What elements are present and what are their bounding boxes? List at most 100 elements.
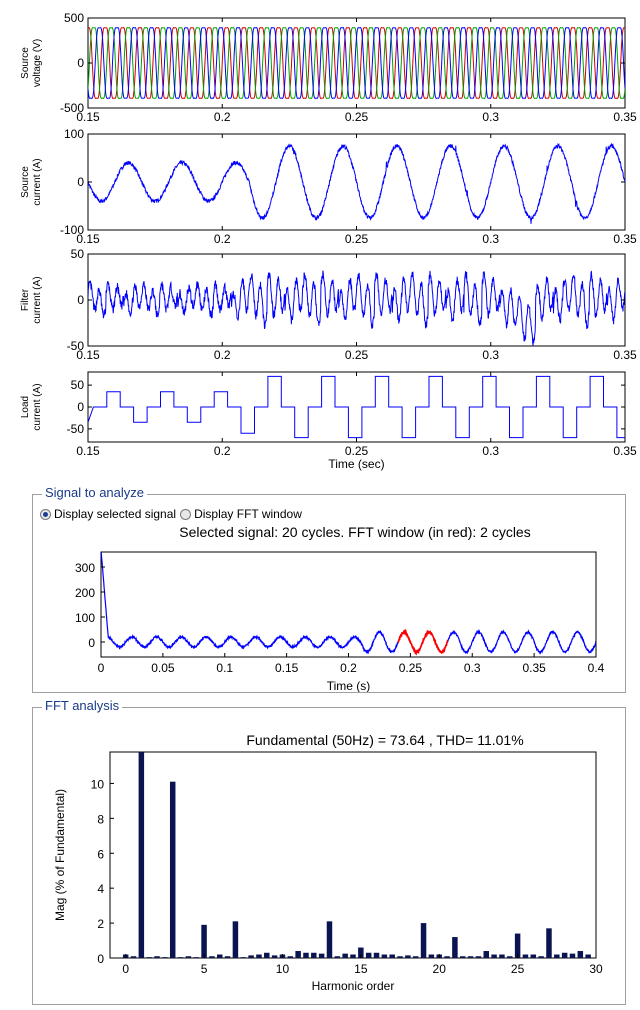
y-tick-label: -500 [60,101,84,115]
fft-window-series [397,628,449,656]
fft-bar-half-15 [365,952,372,958]
y-tick-label: 0 [77,56,84,70]
load-current-ylabel: Load current (A) [20,383,43,430]
load-current-series [88,375,625,439]
signal-x-tick-label: 0.05 [151,661,175,675]
fft-x-tick-label: 25 [511,962,525,976]
fft-bar-half-28 [569,953,576,958]
fft-bar-half-25 [522,954,529,958]
y-tick-label: 0 [77,293,84,307]
fft-bar-18 [405,955,411,958]
y-tick-label: 50 [71,378,85,392]
fft-bar-half-2 [162,957,168,958]
fft-bar-half-3 [177,957,184,958]
fft-panel [32,707,626,1005]
source-current-ylabel-line: current (A) [32,158,43,205]
fft-bar-half-21 [459,956,466,958]
signal-x-tick-label: 0.15 [275,661,299,675]
fft-bar-5 [201,924,207,958]
fft-bar-21 [452,937,458,958]
filter-current-ylabel: Filter current (A) [20,276,43,323]
fft-bar-half-12 [318,953,325,958]
fft-y-tick-label: 4 [97,882,104,896]
fft-bar-22 [467,956,474,958]
fft-bar-13 [326,921,333,958]
x-tick-label: 0.35 [613,110,637,124]
y-tick-label: -50 [67,339,85,353]
display-selected-radio[interactable] [40,508,51,520]
x-tick-label: 0.2 [214,110,231,124]
fft-bar-half-10 [287,956,294,958]
x-tick-label: 0.15 [76,348,100,362]
y-tick-label: 0 [77,175,84,189]
fft-bar-half-24 [507,956,513,958]
x-tick-label: 0.35 [613,444,637,458]
fft-bar-6 [216,954,223,958]
fft-bar-7 [232,921,239,958]
fft-bar-half-29 [585,954,591,958]
fft-y-tick-label: 0 [97,952,104,966]
y-tick-label: -100 [60,223,84,237]
display-fft-radio[interactable] [180,508,192,520]
fft-bar-half-22 [475,956,482,958]
signal-axes-frame [100,551,597,658]
display-fft-label[interactable]: Display FFT window [194,507,302,521]
x-tick-label: 0.25 [345,110,369,124]
fft-bar-15 [358,947,364,958]
fft-bar-27 [546,928,552,958]
fft-x-tick-label: 20 [433,962,447,976]
fft-bar-11 [295,951,301,958]
signal-y-tick-label: 100 [75,611,95,625]
fft-bar-17 [389,954,395,958]
fft-bar-2 [154,956,160,958]
signal-x-tick-label: 0.1 [216,661,233,675]
signal-panel [32,494,626,693]
filter-current-series [88,270,625,346]
fft-bar-half-11 [303,952,309,958]
x-tick-label: 0.35 [613,348,637,362]
fft-y-tick-label: 10 [91,777,105,791]
signal-x-tick-label: 0 [98,661,105,675]
signal-x-tick-label: 0.4 [588,661,605,675]
x-tick-label: 0.35 [613,232,637,246]
fft-bar-half-20 [444,956,450,958]
x-tick-label: 0.15 [76,110,100,124]
y-tick-label: 0 [77,400,84,414]
fft-bar-19 [420,923,427,958]
display-options: Display selected signal Display FFT wind… [40,507,306,521]
load-current-ylabel-line: current (A) [32,383,43,430]
signal-series [101,552,596,656]
fft-bar-12 [311,952,317,958]
fft-x-tick-label: 10 [276,962,290,976]
fft-bar-half-23 [491,954,497,958]
x-tick-label: 0.15 [76,232,100,246]
load-current-ylabel-line: Load [20,396,31,418]
fft-x-tick-label: 15 [354,962,368,976]
fft-ylabel: Mag (% of Fundamental) [53,789,67,921]
fft-bar-half-17 [397,956,403,958]
fft-bar-1 [138,752,145,958]
source-current-ylabel-line: Source [20,166,31,198]
display-selected-label[interactable]: Display selected signal [54,507,177,521]
fft-bar-half-19 [428,954,435,958]
y-tick-label: 500 [64,11,84,25]
x-tick-label: 0.25 [345,232,369,246]
signal-x-tick-label: 0.3 [464,661,481,675]
fft-bar-14 [342,953,348,958]
fft-bar-half-1 [146,957,152,958]
signal-x-tick-label: 0.25 [399,661,423,675]
source-current-ylabel: Source current (A) [20,158,43,205]
fft-bar-29 [577,951,584,958]
x-tick-label: 0.3 [482,348,499,362]
fft-panel-title: FFT analysis [42,698,123,713]
filter-current-ylabel-line: current (A) [32,276,43,323]
fft-bar-half-18 [412,956,419,958]
voltage-ylabel-line: Source [20,47,31,79]
fft-xlabel: Harmonic order [312,979,395,993]
fft-bar-half-16 [381,954,388,958]
x-tick-label: 0.2 [214,348,231,362]
signal-panel-title: Signal to analyze [42,485,148,500]
fft-x-tick-label: 0 [122,962,129,976]
fft-bar-16 [373,952,380,958]
signal-x-tick-label: 0.2 [340,661,357,675]
